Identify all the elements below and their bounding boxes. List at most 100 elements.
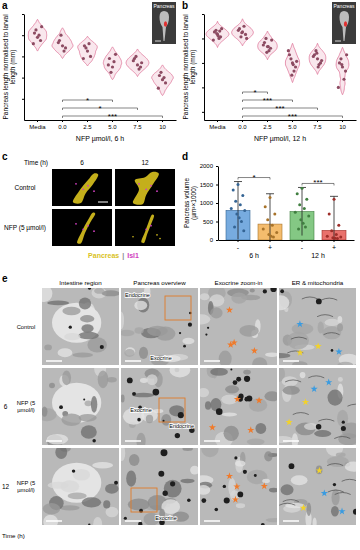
violin [52, 28, 73, 59]
data-point [82, 57, 85, 60]
error-bar [330, 196, 338, 240]
granule [132, 392, 136, 396]
texture [58, 348, 73, 357]
texture [313, 517, 317, 525]
violin-panel: aMedia0.02.55.07.510*****PancreasNFP µmo… [2, 0, 177, 143]
texture [47, 300, 69, 305]
texture [331, 506, 339, 517]
error-cap [330, 196, 338, 197]
granule [170, 481, 175, 486]
time-label: Time (h) [24, 159, 48, 167]
error-cap [266, 193, 274, 194]
granule [233, 380, 238, 385]
axis-line [205, 120, 357, 121]
micrograph [200, 448, 277, 525]
rendering-tile [52, 209, 112, 246]
texture [140, 378, 148, 383]
tick: - [301, 240, 304, 251]
violin [28, 19, 47, 51]
data-point [89, 55, 92, 58]
data-point [333, 198, 336, 201]
micrograph-background [200, 448, 277, 525]
organelle-marker [247, 426, 254, 433]
data-point [108, 57, 111, 60]
data-point [34, 28, 37, 31]
figure: aMedia0.02.55.07.510*****PancreasNFP µmo… [0, 0, 360, 550]
data-point [273, 213, 276, 216]
scale-bar [125, 360, 141, 362]
data-point [292, 69, 295, 72]
data-point [132, 59, 135, 62]
organelle-marker [234, 396, 241, 403]
granule [188, 323, 192, 327]
inset-background [332, 2, 356, 44]
texture [221, 395, 237, 405]
texture [147, 326, 168, 336]
tick: 7.5 [313, 120, 322, 130]
scale-bar [98, 202, 108, 203]
text-line: length (mm) [9, 50, 17, 85]
texture [264, 391, 277, 401]
row-label: Control [15, 184, 37, 191]
data-point [303, 207, 306, 210]
tick: 0.0 [58, 120, 67, 130]
column-header: ER & mitochondria [292, 279, 344, 286]
data-point [140, 61, 143, 64]
texture [231, 292, 247, 303]
data-point [342, 78, 345, 81]
texture [236, 503, 245, 508]
significance-label: * [253, 88, 256, 97]
granule [138, 522, 142, 525]
granule [316, 299, 322, 305]
data-point [158, 74, 161, 77]
granule [163, 491, 168, 496]
granule [214, 508, 218, 512]
data-point [297, 227, 300, 230]
micrograph-background [121, 448, 198, 525]
granule [216, 408, 223, 415]
granule [83, 399, 85, 401]
micrograph-background [42, 368, 119, 445]
tick-label: 1000 [200, 200, 214, 206]
tick-label: - [237, 244, 240, 251]
texture [147, 374, 158, 385]
micrograph [279, 368, 356, 445]
organelle-marker [321, 489, 328, 496]
tick-label: 5.0 [108, 124, 117, 130]
micrograph [279, 288, 356, 365]
micrograph-tile [270, 288, 360, 368]
data-point [264, 37, 267, 40]
debris [156, 234, 158, 236]
micrograph-tile [192, 440, 286, 527]
texture [205, 401, 211, 409]
granule [289, 463, 295, 469]
text-line: µmol/l) [17, 487, 35, 493]
tick-mark [162, 120, 163, 122]
panel-label: b [182, 0, 188, 11]
data-point [114, 53, 117, 56]
texture [42, 288, 52, 302]
data-point [271, 224, 274, 227]
granule [244, 397, 249, 402]
texture [190, 466, 198, 475]
texture [292, 433, 298, 445]
violin [152, 65, 174, 96]
data-point [294, 65, 297, 68]
micrograph [200, 368, 277, 445]
micrograph-tile [279, 440, 360, 528]
data-point [292, 63, 295, 66]
error-bar [266, 194, 274, 240]
legend-entry: | [122, 252, 124, 260]
error-bar [298, 187, 306, 235]
tick: + [268, 240, 272, 251]
data-point [290, 74, 293, 77]
rendering-tile [52, 169, 112, 206]
data-point [337, 86, 340, 89]
micrograph-tile: ExocrineEndocrine [120, 363, 198, 449]
tick-mark [317, 120, 318, 122]
scale-bar [283, 520, 299, 522]
texture [48, 482, 69, 489]
tick [22, 99, 24, 100]
significance-label: * [86, 96, 89, 105]
granule [244, 376, 250, 382]
